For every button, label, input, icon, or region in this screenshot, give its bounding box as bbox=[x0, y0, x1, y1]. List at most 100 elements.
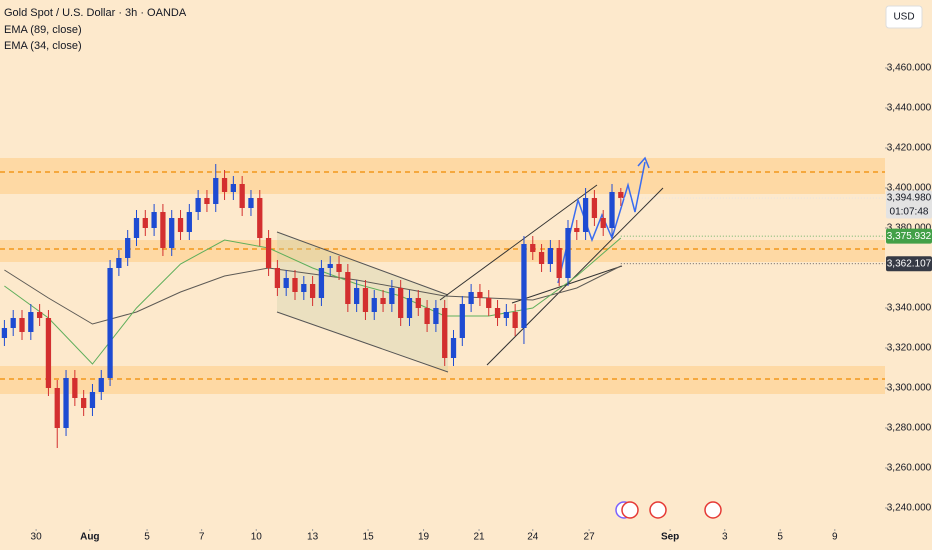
candle-body bbox=[28, 312, 34, 332]
candle-body bbox=[54, 388, 60, 428]
candle-body bbox=[547, 248, 554, 264]
price-label: 3,362.107 bbox=[887, 258, 932, 269]
channel-line bbox=[276, 311, 449, 373]
y-tick-label: 3,440.000 bbox=[887, 103, 932, 114]
candle-body bbox=[468, 292, 474, 304]
candle-body bbox=[239, 184, 245, 208]
candle-body bbox=[512, 312, 518, 328]
candle-body bbox=[81, 398, 87, 408]
candle-body bbox=[19, 318, 25, 332]
x-tick-label: Aug bbox=[80, 532, 99, 543]
channel-line bbox=[439, 184, 598, 301]
candle-body bbox=[433, 308, 439, 324]
x-tick-label: 27 bbox=[584, 532, 596, 543]
candle-body bbox=[565, 228, 571, 278]
x-tick-label: 24 bbox=[527, 532, 539, 543]
x-tick-label: 3 bbox=[722, 532, 728, 543]
x-tick-label: 10 bbox=[251, 532, 263, 543]
y-tick-label: 3,460.000 bbox=[887, 63, 932, 74]
candle-body bbox=[257, 198, 263, 238]
candle-body bbox=[142, 218, 148, 228]
background-layer bbox=[0, 158, 885, 394]
candle-body bbox=[98, 378, 104, 392]
candle-body bbox=[415, 298, 421, 308]
candle-body bbox=[521, 244, 527, 328]
legend-entry: EMA (89, close) bbox=[4, 24, 82, 36]
candle-body bbox=[398, 288, 404, 318]
candle-body bbox=[221, 178, 228, 192]
candle-body bbox=[72, 378, 78, 398]
candle-body bbox=[486, 298, 492, 308]
candle-body bbox=[213, 178, 219, 204]
y-tick-label: 3,260.000 bbox=[887, 463, 932, 474]
countdown: 01:07:48 bbox=[890, 207, 929, 218]
event-icons bbox=[615, 501, 722, 519]
candle-body bbox=[406, 298, 413, 318]
currency[interactable]: USD bbox=[893, 12, 914, 23]
candle-body bbox=[248, 198, 254, 208]
candle-body bbox=[336, 264, 342, 272]
candle-body bbox=[125, 238, 131, 258]
candle-body bbox=[582, 198, 589, 232]
candle-body bbox=[107, 268, 113, 378]
candle-body bbox=[354, 288, 360, 304]
trend-line bbox=[511, 265, 623, 304]
candle-body bbox=[283, 278, 289, 288]
candle-body bbox=[459, 304, 465, 338]
x-tick-label: 30 bbox=[31, 532, 43, 543]
candle-body bbox=[230, 184, 236, 192]
candle-body bbox=[160, 212, 166, 248]
candle-body bbox=[371, 298, 377, 312]
candle-body bbox=[345, 272, 351, 304]
candle-body bbox=[609, 192, 615, 228]
candle-body bbox=[424, 308, 430, 324]
y-tick-label: 3,400.000 bbox=[887, 183, 932, 194]
candle-body bbox=[133, 218, 140, 238]
x-tick-label: 13 bbox=[307, 532, 319, 543]
candle-body bbox=[389, 288, 395, 304]
candle-body bbox=[318, 268, 325, 298]
candle-body bbox=[177, 218, 184, 232]
chart-title: Gold Spot / U.S. Dollar · 3h · OANDA bbox=[4, 7, 187, 19]
projection-arrow bbox=[637, 156, 650, 169]
candle-body bbox=[618, 192, 624, 199]
x-tick-label: 9 bbox=[832, 532, 838, 543]
candle-body bbox=[116, 258, 122, 268]
price-label-box bbox=[886, 190, 932, 219]
candle-body bbox=[274, 268, 281, 288]
x-tick-label: Sep bbox=[661, 532, 679, 543]
ema-line bbox=[4, 265, 622, 325]
candle-body bbox=[530, 244, 536, 252]
y-tick-label: 3,280.000 bbox=[887, 423, 932, 434]
candle-body bbox=[362, 288, 369, 312]
candle-body bbox=[89, 392, 96, 408]
candle-body bbox=[600, 218, 606, 228]
x-tick-label: 19 bbox=[418, 532, 430, 543]
currency-box[interactable] bbox=[885, 5, 923, 29]
candle-body bbox=[45, 318, 52, 388]
candle-body bbox=[450, 338, 457, 358]
channel-line bbox=[276, 231, 449, 296]
y-tick-label: 3,380.000 bbox=[887, 223, 932, 234]
projection-path bbox=[557, 161, 646, 284]
falling-channel-fill bbox=[277, 232, 448, 372]
candle-body bbox=[292, 278, 298, 292]
x-tick-label: 7 bbox=[199, 532, 205, 543]
x-tick-label: 5 bbox=[777, 532, 783, 543]
price-label-box bbox=[886, 256, 932, 272]
x-tick-label: 5 bbox=[144, 532, 150, 543]
y-tick-label: 3,340.000 bbox=[887, 303, 932, 314]
event-icon bbox=[649, 501, 667, 519]
zone bbox=[0, 366, 885, 394]
y-tick-label: 3,240.000 bbox=[887, 503, 932, 514]
candle-body bbox=[195, 198, 201, 212]
candle-body bbox=[591, 198, 598, 218]
zone bbox=[0, 158, 885, 194]
candle-body bbox=[1, 328, 8, 338]
drawings bbox=[276, 156, 664, 373]
x-tick-label: 15 bbox=[363, 532, 375, 543]
event-icon bbox=[621, 501, 639, 519]
candle-body bbox=[477, 292, 483, 298]
candle-body bbox=[36, 312, 43, 318]
